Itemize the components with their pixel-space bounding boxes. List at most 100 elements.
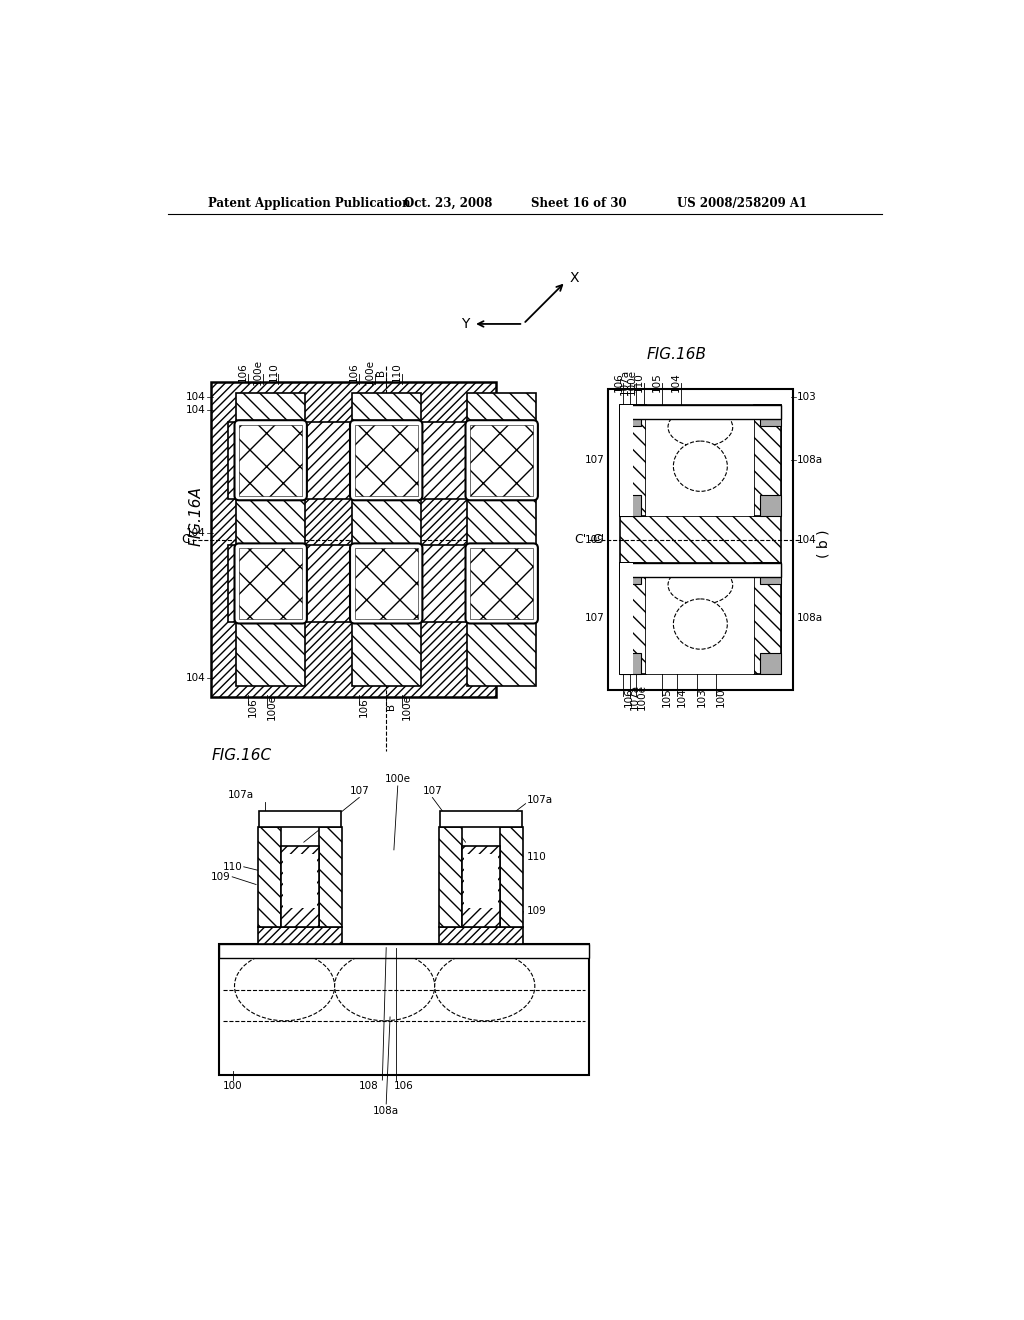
Bar: [620, 405, 633, 516]
Text: 100e: 100e: [385, 775, 411, 784]
Bar: [760, 495, 781, 516]
Bar: [620, 562, 633, 675]
Bar: [354, 425, 418, 496]
Text: 107a: 107a: [621, 368, 631, 395]
Text: 100e: 100e: [365, 359, 375, 385]
Bar: [646, 562, 755, 675]
Text: 110: 110: [391, 363, 401, 383]
Text: FIG.16A: FIG.16A: [188, 487, 204, 546]
Bar: [620, 405, 646, 516]
Bar: [760, 653, 781, 675]
Bar: [620, 562, 641, 585]
Text: 107a: 107a: [227, 789, 254, 800]
Text: 105: 105: [662, 688, 672, 708]
Text: 100e: 100e: [627, 368, 637, 395]
Text: Patent Application Publication: Patent Application Publication: [208, 197, 410, 210]
Bar: [620, 405, 781, 418]
Bar: [228, 422, 479, 499]
Text: 100e: 100e: [401, 693, 412, 719]
FancyBboxPatch shape: [350, 420, 422, 500]
Bar: [237, 393, 305, 686]
Bar: [620, 562, 781, 675]
Text: B: B: [386, 704, 396, 710]
Text: Y: Y: [461, 317, 469, 331]
Text: 106: 106: [248, 697, 258, 717]
Text: 107a: 107a: [527, 795, 553, 805]
Bar: [219, 944, 589, 1074]
Text: 108a: 108a: [797, 455, 822, 465]
Text: 107: 107: [423, 785, 442, 796]
Ellipse shape: [668, 565, 733, 605]
Text: Sheet 16 of 30: Sheet 16 of 30: [531, 197, 627, 210]
FancyBboxPatch shape: [350, 544, 422, 623]
Text: 108a: 108a: [797, 612, 822, 623]
Text: FIG.16B: FIG.16B: [646, 347, 707, 362]
Bar: [258, 826, 281, 927]
Text: ( b ): ( b ): [816, 529, 830, 557]
Text: 100e: 100e: [253, 359, 263, 385]
Text: B: B: [376, 368, 386, 376]
Text: 104: 104: [677, 688, 687, 708]
Text: X: X: [569, 271, 579, 285]
Text: 100e: 100e: [267, 693, 276, 719]
FancyBboxPatch shape: [234, 544, 307, 623]
Text: 106: 106: [613, 372, 624, 392]
Bar: [259, 812, 341, 826]
Ellipse shape: [435, 952, 535, 1020]
Text: FIG.16C: FIG.16C: [211, 748, 271, 763]
FancyBboxPatch shape: [466, 544, 538, 623]
Text: 110: 110: [527, 851, 547, 862]
Text: 109: 109: [527, 907, 547, 916]
Ellipse shape: [674, 441, 727, 491]
Text: 103: 103: [797, 392, 816, 403]
Text: 108: 108: [358, 1081, 379, 1090]
Text: 107: 107: [349, 785, 369, 796]
Text: 107a: 107a: [631, 684, 640, 710]
Text: 106: 106: [394, 1081, 414, 1090]
Text: C': C': [592, 533, 604, 546]
Text: 106: 106: [359, 697, 370, 717]
Bar: [464, 854, 498, 908]
Text: 108a: 108a: [373, 1106, 399, 1115]
Bar: [440, 812, 521, 826]
Text: 103: 103: [696, 688, 707, 708]
Bar: [283, 854, 316, 908]
Text: 100: 100: [716, 688, 726, 708]
Bar: [620, 405, 781, 516]
Text: 104: 104: [185, 528, 205, 539]
Bar: [351, 393, 421, 686]
Ellipse shape: [335, 952, 435, 1020]
Ellipse shape: [285, 857, 315, 907]
Bar: [620, 516, 781, 562]
Text: 104: 104: [185, 673, 205, 684]
Text: 106: 106: [624, 688, 634, 708]
Bar: [211, 381, 497, 697]
Bar: [760, 562, 781, 585]
Text: 106: 106: [238, 363, 248, 383]
Text: C': C': [574, 533, 587, 546]
Bar: [646, 405, 755, 516]
Bar: [462, 846, 500, 927]
Bar: [354, 548, 418, 619]
Text: C': C': [518, 533, 530, 546]
Text: 107: 107: [585, 612, 604, 623]
Bar: [620, 405, 641, 426]
Text: 105: 105: [652, 372, 662, 392]
Text: US 2008/258209 A1: US 2008/258209 A1: [677, 197, 807, 210]
Bar: [228, 545, 479, 622]
Bar: [467, 393, 537, 686]
Text: 110: 110: [268, 363, 279, 383]
Text: 107: 107: [585, 455, 604, 465]
Text: 104: 104: [671, 372, 681, 392]
Bar: [620, 562, 646, 675]
Bar: [470, 425, 534, 496]
Ellipse shape: [466, 857, 497, 907]
Text: 110: 110: [634, 372, 644, 392]
Bar: [240, 425, 302, 496]
FancyBboxPatch shape: [234, 420, 307, 500]
Bar: [470, 548, 534, 619]
Ellipse shape: [668, 408, 733, 446]
Ellipse shape: [234, 952, 335, 1020]
Text: 110: 110: [222, 862, 243, 871]
Text: 109: 109: [585, 535, 604, 545]
